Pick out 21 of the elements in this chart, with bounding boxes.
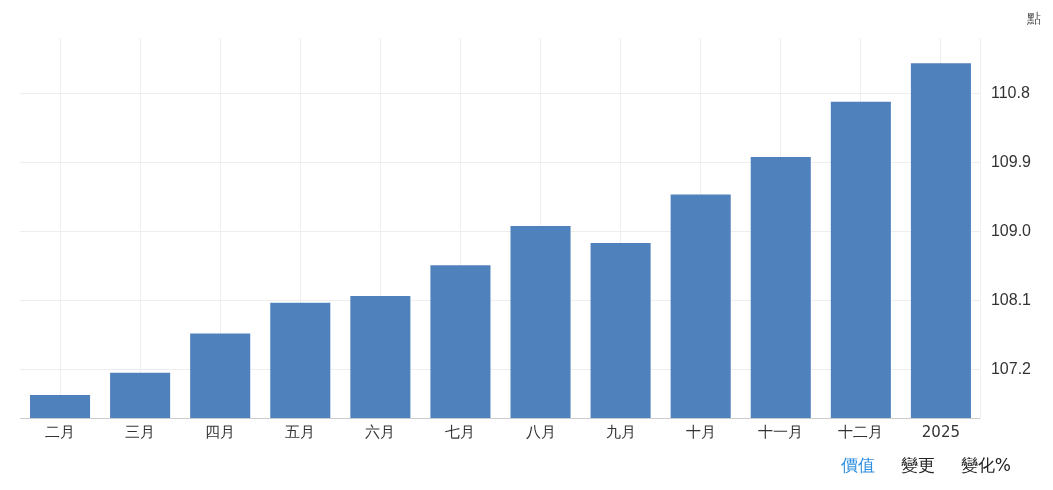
y-tick-label: 108.1 xyxy=(990,290,1032,308)
text: 變更 xyxy=(900,454,935,477)
y-tick-label: 109.9 xyxy=(990,152,1032,170)
x-tick-label: 二月 xyxy=(45,422,76,441)
x-tick-label: 十月 xyxy=(685,422,716,441)
y-axis-title: 點 xyxy=(1026,9,1041,26)
x-tick-label: 八月 xyxy=(525,422,556,441)
x-tick-label: 2025 xyxy=(921,422,961,441)
x-tick-label: 九月 xyxy=(605,422,636,441)
x-tick-label: 四月 xyxy=(205,422,236,441)
x-tick-label: 五月 xyxy=(285,422,316,441)
x-tick-label: 十二月 xyxy=(838,422,884,441)
x-tick-label: 三月 xyxy=(125,422,156,441)
y-tick-label: 109.0 xyxy=(990,221,1032,239)
x-tick-label: 七月 xyxy=(445,422,476,441)
x-tick-label: 十一月 xyxy=(758,422,804,441)
x-tick-label: 六月 xyxy=(365,422,396,441)
text: 變化% xyxy=(960,454,1011,477)
y-tick-label: 107.2 xyxy=(990,360,1032,378)
text: 價值 xyxy=(840,454,875,477)
y-tick-label: 110.8 xyxy=(990,83,1030,101)
